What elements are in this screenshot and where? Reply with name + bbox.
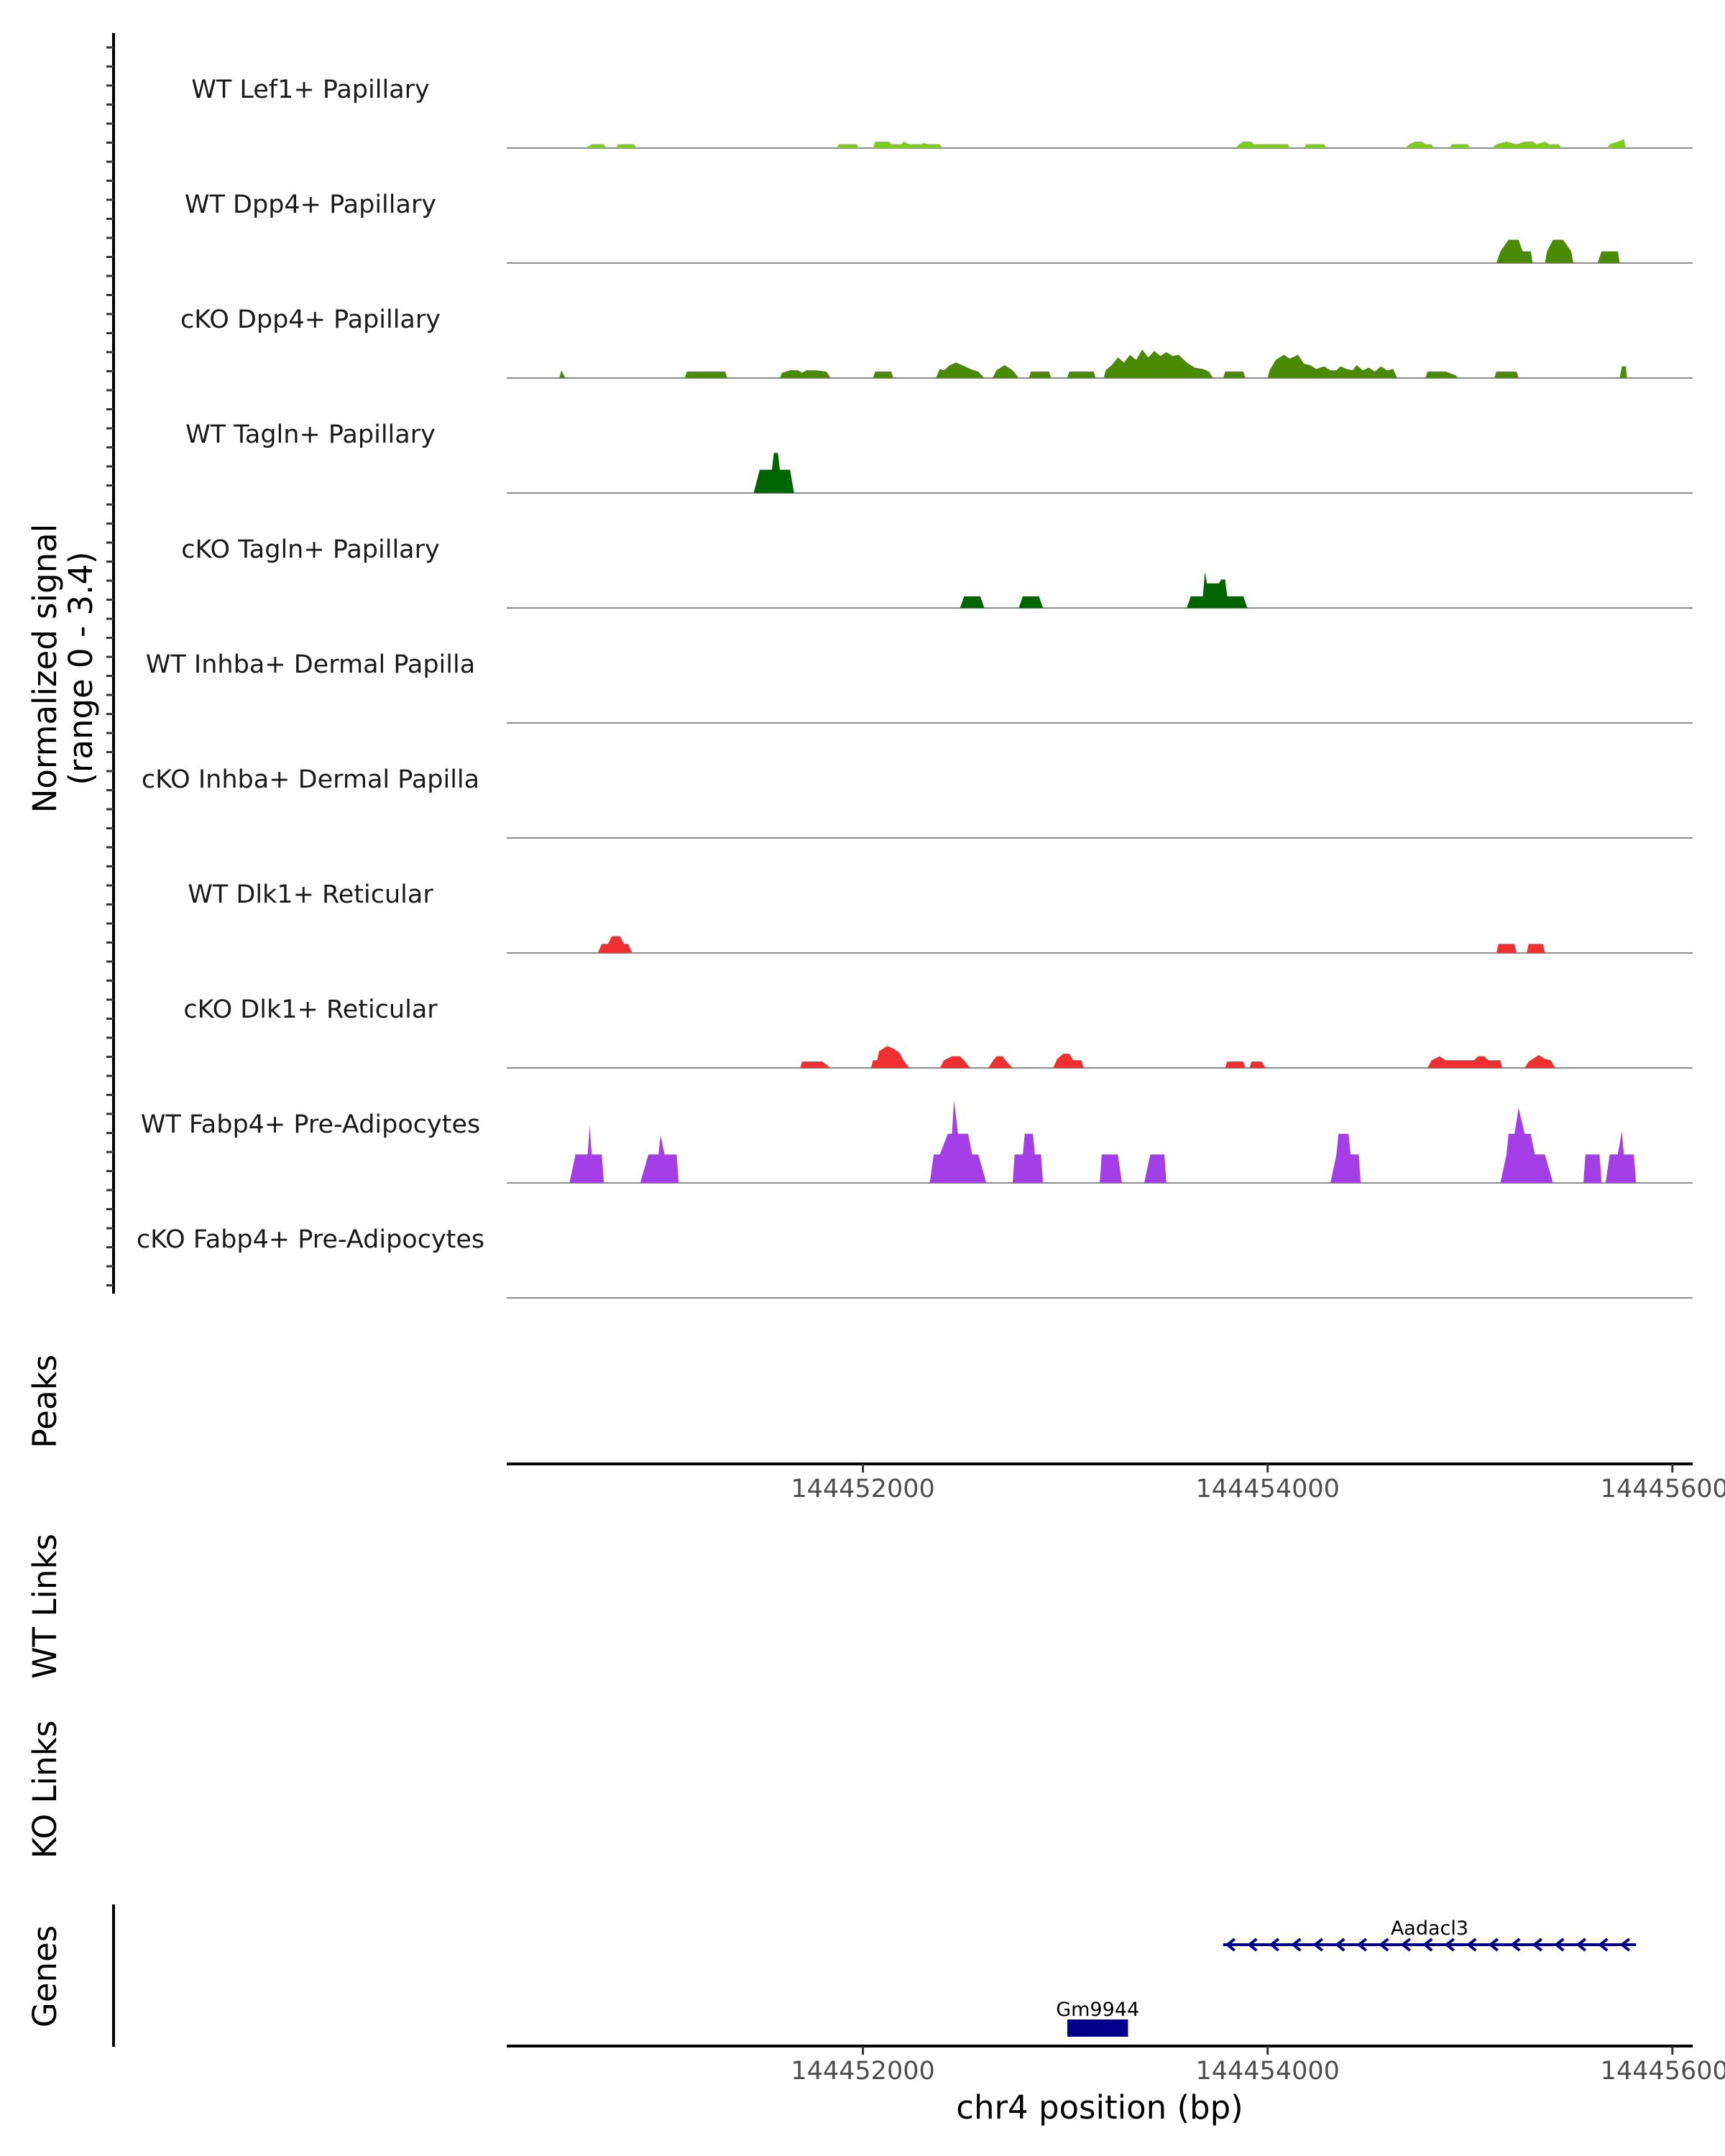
track-label: WT Fabp4+ Pre-Adipocytes	[141, 1110, 480, 1139]
position-axis-peaks: 144452000 144454000 144456000	[507, 1462, 1725, 1503]
track-label: cKO Dlk1+ Reticular	[183, 995, 438, 1024]
strand-arrow	[1225, 1938, 1236, 1952]
coverage-ylabel-line2: (range 0 - 3.4)	[62, 551, 100, 785]
strand-arrow	[1488, 1938, 1499, 1952]
track-label: cKO Dpp4+ Papillary	[180, 305, 441, 334]
track-5: cKO Tagln+ Papillary	[181, 535, 1693, 609]
coverage-axis-ticks	[106, 46, 114, 1286]
track-10: WT Fabp4+ Pre-Adipocytes	[141, 1100, 1693, 1184]
strand-arrow	[1619, 1938, 1631, 1952]
track-6: WT Inhba+ Dermal Papilla	[146, 650, 1693, 724]
gene-aadacl3: Aadacl3	[1223, 1917, 1637, 1952]
position-tick-label: 144452000	[791, 2057, 934, 2086]
strand-arrow	[1422, 1938, 1433, 1952]
track-7: cKO Inhba+ Dermal Papilla	[142, 765, 1693, 839]
coverage-y-axis	[106, 33, 115, 1294]
track-4: WT Tagln+ Papillary	[185, 420, 1693, 494]
track-label: cKO Inhba+ Dermal Papilla	[142, 765, 479, 794]
gene-annotations: Aadacl3 Gm9944	[1056, 1917, 1637, 2037]
track-label: WT Lef1+ Papillary	[191, 75, 430, 104]
track-1: WT Lef1+ Papillary	[191, 75, 1693, 149]
position-tick-label: 144456000	[1601, 2057, 1725, 2086]
track-label: WT Tagln+ Papillary	[185, 420, 436, 449]
strand-arrow	[1532, 1938, 1543, 1952]
coverage-area	[585, 139, 1627, 148]
strand-arrow	[1291, 1938, 1302, 1952]
strand-arrow	[1379, 1938, 1389, 1952]
track-label: WT Inhba+ Dermal Papilla	[146, 650, 475, 679]
strand-arrow	[1598, 1938, 1609, 1952]
strand-arrow	[1335, 1938, 1346, 1952]
coverage-tracks: WT Lef1+ Papillary WT Dpp4+ Papillary cKO …	[137, 75, 1693, 1299]
ko-links-track-label: KO Links	[26, 1720, 64, 1858]
coverage-area	[960, 571, 1248, 608]
coverage-area	[753, 453, 794, 493]
gene-exon	[1067, 2019, 1128, 2037]
coverage-area	[569, 1100, 1637, 1183]
gene-label: Gm9944	[1056, 1999, 1139, 2021]
track-label: WT Dpp4+ Papillary	[185, 190, 436, 219]
strand-arrow	[1356, 1938, 1368, 1952]
track-8: WT Dlk1+ Reticular	[188, 880, 1693, 954]
position-axis-genes: 144452000 144454000 144456000	[507, 2045, 1725, 2086]
track-11: cKO Fabp4+ Pre-Adipocytes	[137, 1225, 1693, 1299]
track-9: cKO Dlk1+ Reticular	[183, 995, 1693, 1069]
genes-track-label: Genes	[26, 1925, 64, 2027]
track-3: cKO Dpp4+ Papillary	[180, 305, 1693, 379]
track-2: WT Dpp4+ Papillary	[185, 190, 1693, 264]
x-axis-title: chr4 position (bp)	[956, 2088, 1243, 2127]
gene-gm9944: Gm9944	[1056, 1999, 1139, 2037]
strand-arrow	[1510, 1938, 1521, 1952]
track-label: cKO Fabp4+ Pre-Adipocytes	[137, 1225, 484, 1254]
position-tick-label: 144456000	[1601, 1475, 1725, 1503]
strand-arrow	[1269, 1938, 1280, 1952]
strand-arrow	[1400, 1938, 1412, 1952]
wt-links-track-label: WT Links	[26, 1534, 64, 1679]
strand-arrow	[1466, 1938, 1477, 1952]
strand-arrow	[1444, 1938, 1455, 1952]
track-label: WT Dlk1+ Reticular	[188, 880, 433, 909]
position-tick-label: 144454000	[1195, 2057, 1339, 2086]
gene-label: Aadacl3	[1391, 1917, 1468, 1940]
coverage-area	[1496, 239, 1620, 263]
strand-arrow	[1576, 1938, 1587, 1952]
coverage-area	[800, 1046, 1555, 1068]
position-tick-label: 144452000	[791, 1475, 934, 1503]
strand-arrow	[1554, 1938, 1565, 1952]
strand-arrow	[1312, 1938, 1324, 1952]
track-label: cKO Tagln+ Papillary	[181, 535, 440, 564]
peaks-track-label: Peaks	[26, 1355, 64, 1448]
position-tick-label: 144454000	[1195, 1475, 1339, 1503]
coverage-ylabel-line1: Normalized signal	[26, 524, 64, 814]
coverage-area	[559, 349, 1627, 378]
strand-arrow	[1247, 1938, 1258, 1952]
